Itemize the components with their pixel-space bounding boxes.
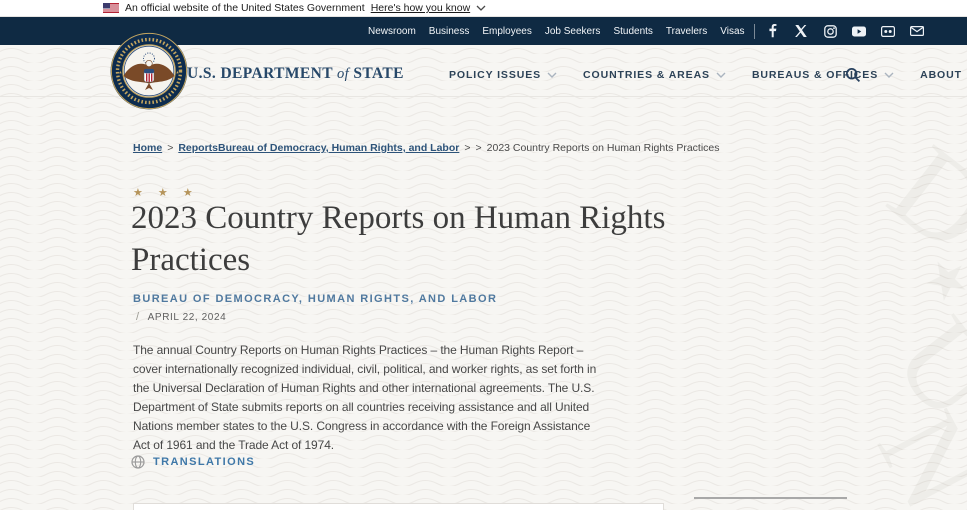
breadcrumb-current: 2023 Country Reports on Human Rights Pra…: [486, 142, 720, 154]
three-stars-ornament: ★ ★ ★: [133, 187, 199, 199]
search-icon: [845, 67, 861, 83]
chevron-down-icon[interactable]: [476, 5, 486, 11]
facebook-icon[interactable]: [765, 24, 780, 39]
utility-link-employees[interactable]: Employees: [482, 25, 532, 37]
utility-link-job-seekers[interactable]: Job Seekers: [544, 25, 601, 37]
utility-link-newsroom[interactable]: Newsroom: [368, 25, 416, 37]
publish-date: APRIL 22, 2024: [147, 312, 227, 323]
instagram-icon[interactable]: [823, 24, 838, 39]
globe-icon: [131, 455, 145, 469]
official-usa-banner: An official website of the United States…: [0, 0, 967, 17]
department-of-state-seal[interactable]: [110, 32, 188, 110]
publish-date-row: / APRIL 22, 2024: [136, 311, 226, 323]
banner-text: An official website of the United States…: [125, 2, 365, 14]
article-summary: The annual Country Reports on Human Righ…: [133, 343, 597, 452]
chevron-down-icon: [547, 72, 557, 78]
page-title: 2023 Country Reports on Human Rights Pra…: [131, 200, 666, 278]
nav-policy-issues[interactable]: POLICY ISSUES: [449, 69, 557, 81]
agency-title[interactable]: U.S. DEPARTMENT of STATE: [187, 65, 404, 83]
site-header: [0, 45, 967, 97]
agency-suffix: STATE: [353, 65, 404, 82]
agency-prefix: U.S. DEPARTMENT: [187, 65, 333, 82]
agency-of: of: [336, 66, 350, 82]
breadcrumb: Home > ReportsBureau of Democracy, Human…: [133, 142, 720, 154]
nav-countries-areas[interactable]: COUNTRIES & AREAS: [583, 69, 726, 81]
breadcrumb-separator: >: [464, 142, 471, 154]
email-icon[interactable]: [910, 24, 925, 39]
primary-nav: POLICY ISSUES COUNTRIES & AREAS BUREAUS …: [449, 69, 967, 81]
us-flag-icon: [103, 3, 119, 13]
heres-how-you-know-link[interactable]: Here's how you know: [370, 2, 471, 14]
content-card-top-edge: [133, 503, 664, 510]
nav-about[interactable]: ABOUT: [920, 69, 967, 81]
date-slash: /: [136, 311, 140, 323]
nav-label: ABOUT: [920, 69, 962, 81]
translations-toggle[interactable]: TRANSLATIONS: [131, 455, 255, 469]
breadcrumb-separator: >: [475, 142, 482, 154]
nav-label: POLICY ISSUES: [449, 69, 542, 81]
breadcrumb-separator: >: [167, 142, 174, 154]
breadcrumb-reports-bureau-link[interactable]: ReportsBureau of Democracy, Human Rights…: [178, 142, 460, 154]
nav-label: COUNTRIES & AREAS: [583, 69, 710, 81]
x-icon[interactable]: [794, 24, 809, 39]
translations-label: TRANSLATIONS: [153, 456, 256, 468]
breadcrumb-home-link[interactable]: Home: [133, 142, 163, 154]
divider: [753, 23, 755, 39]
sidebar-divider: [694, 497, 847, 499]
social-icons: [765, 24, 925, 39]
flickr-icon[interactable]: [881, 24, 896, 39]
youtube-icon[interactable]: [852, 24, 867, 39]
chevron-down-icon: [884, 72, 894, 78]
search-button[interactable]: [845, 67, 861, 88]
utility-link-visas[interactable]: Visas: [720, 25, 745, 37]
utility-link-business[interactable]: Business: [428, 25, 470, 37]
chevron-down-icon: [716, 72, 726, 78]
utility-nav-links: Newsroom Business Employees Job Seekers …: [368, 26, 745, 37]
nav-bureaus-offices[interactable]: BUREAUS & OFFICES: [752, 69, 894, 81]
utility-link-students[interactable]: Students: [613, 25, 653, 37]
utility-link-travelers[interactable]: Travelers: [665, 25, 708, 37]
bureau-link[interactable]: BUREAU OF DEMOCRACY, HUMAN RIGHTS, AND L…: [133, 293, 498, 305]
nav-label: BUREAUS & OFFICES: [751, 69, 879, 81]
